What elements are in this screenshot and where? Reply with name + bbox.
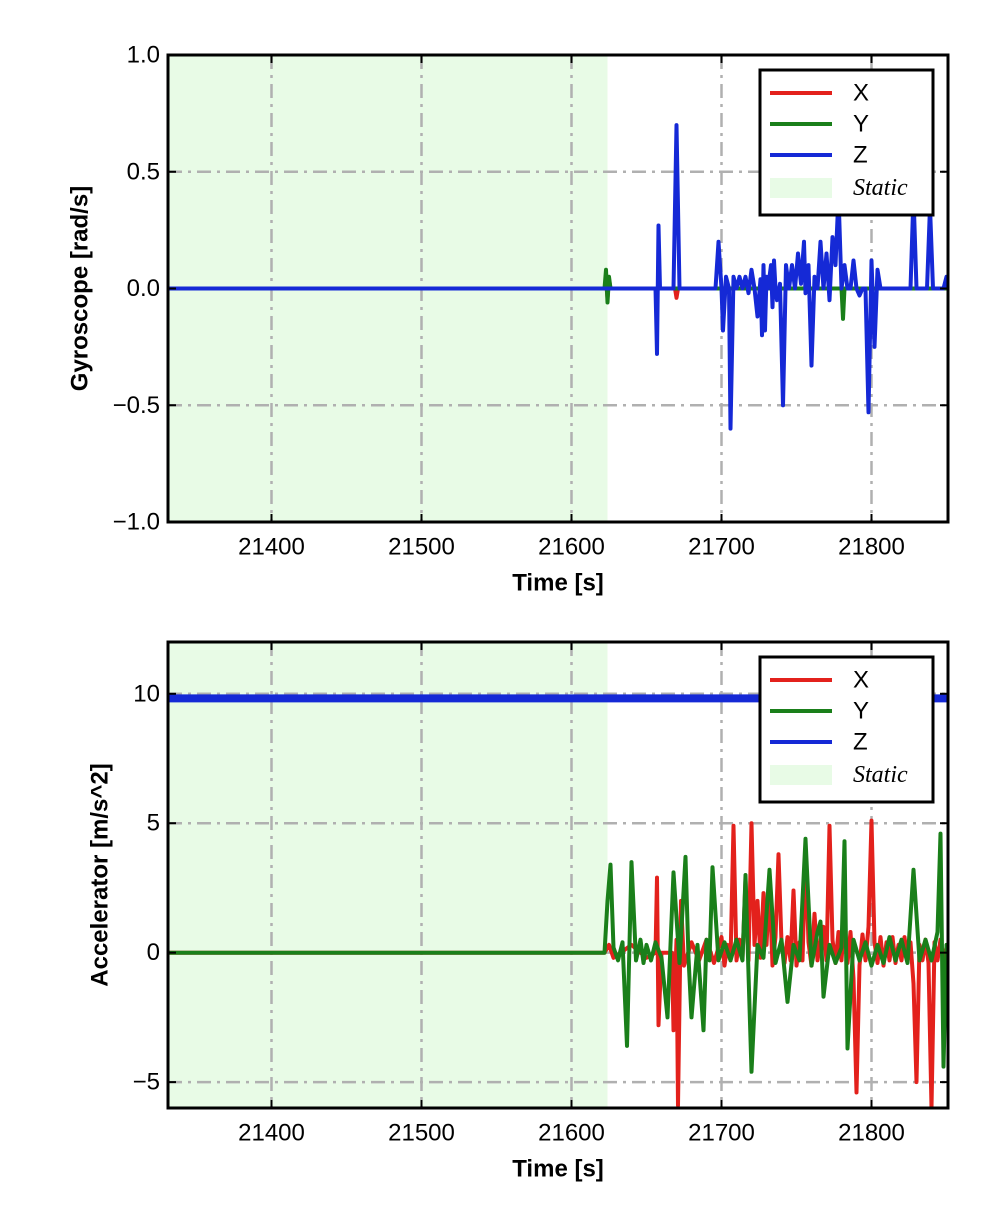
chart-1-y-tick-label: 10 [133, 680, 160, 707]
chart-0-x-tick-label: 21400 [238, 534, 305, 561]
accelerometer-chart: 21400 21500 21600 21700 21800 −5 0 5 10 Time [s] A… [87, 640, 950, 1183]
chart-0-legend: XYZ Static [758, 68, 935, 217]
chart-0-y-tick-label: 0.5 [127, 158, 160, 185]
chart-1-x-tick-label: 21400 [238, 1120, 305, 1147]
chart-1-static-region [168, 642, 608, 1108]
chart-1-y-tick-label: 5 [147, 810, 160, 837]
chart-1-x-tick-label: 21500 [388, 1120, 455, 1147]
chart-1-legend-label-x: X [853, 667, 869, 694]
chart-1-y-axis-title: Accelerator [m/s^2] [87, 763, 114, 986]
chart-0-legend-label-z: Z [853, 142, 868, 169]
chart-0-legend-label-x: X [853, 80, 869, 107]
chart-1-x-axis-title: Time [s] [512, 1156, 604, 1183]
chart-1-legend-swatch-static [770, 765, 832, 785]
chart-0-y-tick-label: 1.0 [127, 42, 160, 69]
chart-1-x-tick-label: 21700 [688, 1120, 755, 1147]
gyroscope-chart: 21400 21500 21600 21700 21800 −1.0 −0.5 0.0 0.5 1… [67, 42, 950, 597]
chart-0-x-tick-label: 21500 [388, 534, 455, 561]
chart-1-frame [166, 640, 950, 1110]
chart-1-x-tick-label: 21800 [838, 1120, 905, 1147]
chart-0-x-tick-label: 21700 [688, 534, 755, 561]
chart-0-legend-label-y: Y [853, 111, 869, 138]
chart-0-y-tick-label: 0.0 [127, 275, 160, 302]
chart-0-legend-swatch-static [770, 178, 832, 198]
chart-1-x-tick-label: 21600 [538, 1120, 605, 1147]
chart-0-y-tick-label: −0.5 [113, 392, 160, 419]
chart-0-series-y-line [168, 267, 948, 321]
chart-1-legend-label-z: Z [853, 729, 868, 756]
chart-1-y-tick-label: 0 [147, 939, 160, 966]
chart-0-y-tick-label: −1.0 [113, 509, 160, 536]
chart-0-x-axis-title: Time [s] [512, 570, 604, 597]
chart-0-series-z-line [168, 123, 948, 431]
chart-1-series-y-line [168, 831, 948, 1074]
chart-0-x-tick-label: 21600 [538, 534, 605, 561]
chart-1-legend-label-static: Static [853, 762, 908, 788]
chart-0-y-axis-title: Gyroscope [rad/s] [67, 186, 94, 391]
chart-1-legend: XYZ Static [758, 655, 935, 804]
chart-0-legend-label-static: Static [853, 175, 908, 201]
chart-1-legend-label-y: Y [853, 698, 869, 725]
chart-0-x-tick-label: 21800 [838, 534, 905, 561]
chart-1-y-tick-label: −5 [133, 1069, 160, 1096]
